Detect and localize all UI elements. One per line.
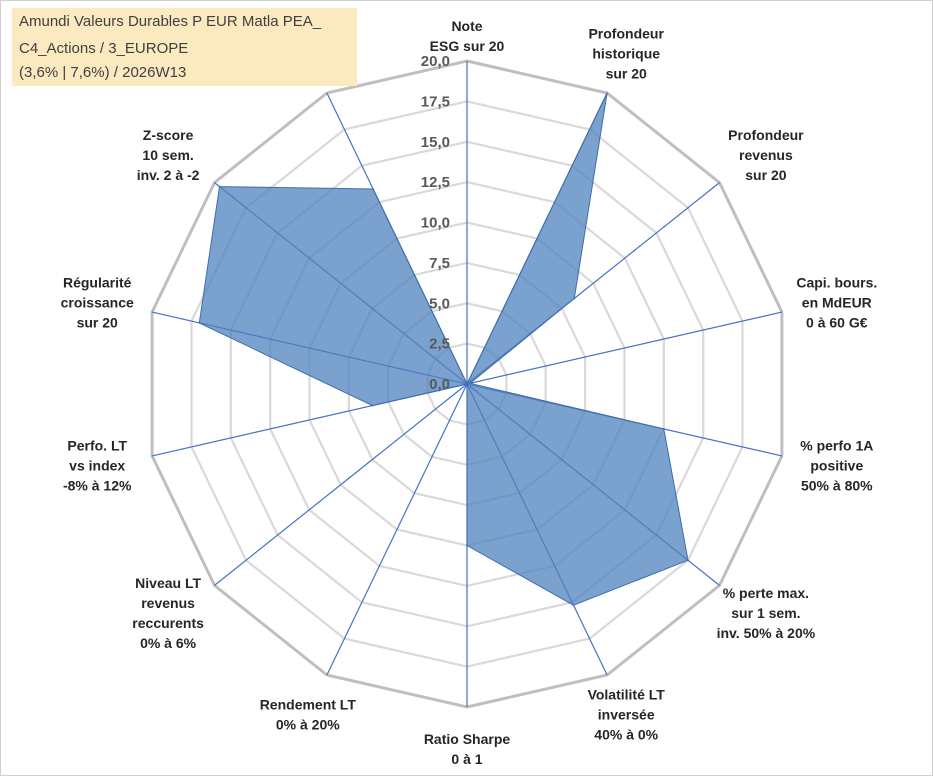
axis-label-regularite: Régularité croissance sur 20 (61, 274, 134, 330)
axis-label-line: 0 à 60 G€ (806, 314, 868, 330)
series-area-0 (198, 92, 689, 606)
axis-label-line: Régularité (63, 274, 132, 290)
axis-label-line: en MdEUR (802, 294, 872, 310)
axis-label-line: 0% à 20% (276, 717, 340, 733)
axis-label-line: historique (592, 45, 660, 61)
tick-label: 17,5 (421, 93, 450, 110)
axis-label-line: Niveau LT (135, 575, 201, 591)
axis-label-line: Note (451, 18, 482, 34)
radar-series (198, 92, 689, 606)
data-point-perfo-1a (663, 428, 665, 430)
spoke-rendement (326, 383, 468, 676)
axis-label-line: sur 20 (77, 314, 118, 330)
axis-label-line: ESG sur 20 (430, 38, 505, 54)
tick-label: 10,0 (421, 215, 450, 232)
axis-label-esg: Note ESG sur 20 (430, 18, 505, 54)
axis-label-capi: Capi. bours. en MdEUR 0 à 60 G€ (796, 274, 877, 330)
axis-label-line: Ratio Sharpe (424, 731, 511, 747)
tick-label: 15,0 (421, 134, 450, 151)
axis-label-line: 10 sem. (142, 147, 193, 163)
axis-label-line: % perfo 1A (800, 438, 873, 454)
data-point-perte-max (687, 559, 689, 561)
axis-label-line: sur 1 sem. (731, 605, 800, 621)
tick-label: 2,5 (429, 336, 450, 353)
axis-label-line: Volatilité LT (588, 687, 666, 703)
data-point-volatilite (572, 604, 575, 606)
data-point-sharpe (466, 544, 468, 547)
axis-label-line: vs index (69, 458, 125, 474)
spoke-capi (466, 311, 783, 385)
data-point-capi (469, 382, 471, 385)
chart-title-line-3: (3,6% | 7,6%) / 2026W13 (19, 64, 187, 81)
axis-label-line: Rendement LT (260, 697, 357, 713)
tick-label: 7,5 (429, 255, 450, 272)
axis-label-volatilite: Volatilité LT inversée 40% à 0% (588, 687, 666, 743)
axis-label-line: 0 à 1 (451, 751, 482, 767)
axis-label-line: -8% à 12% (63, 478, 132, 494)
spoke-niveau-lt (214, 383, 468, 586)
axis-label-rendement: Rendement LT 0% à 20% (260, 697, 357, 733)
axis-label-perfo-lt: Perfo. LT vs index -8% à 12% (63, 438, 132, 494)
axis-label-line: revenus (739, 147, 793, 163)
axis-label-line: Z-score (143, 127, 194, 143)
axis-label-line: 50% à 80% (801, 478, 873, 494)
data-point-perfo-lt (371, 404, 374, 407)
axis-label-prof-rev: Profondeur revenus sur 20 (728, 127, 804, 183)
axis-label-line: Capi. bours. (796, 274, 877, 290)
axis-label-line: 40% à 0% (594, 727, 658, 743)
axis-label-line: % perte max. (723, 585, 809, 601)
axis-label-line: Perfo. LT (67, 438, 127, 454)
data-point-zscore (218, 185, 221, 188)
data-point-regularite (198, 322, 201, 324)
axis-label-perte-max: % perte max. sur 1 sem. inv. 50% à 20% (717, 585, 816, 641)
axis-label-line: reccurents (132, 615, 204, 631)
data-point-momentum (372, 188, 374, 190)
axis-label-line: Profondeur (588, 25, 664, 41)
data-point-niveau-lt (466, 383, 468, 385)
axis-label-line: croissance (61, 294, 134, 310)
data-point-prof-rev (573, 297, 576, 300)
tick-label: 12,5 (421, 174, 450, 191)
axis-label-sharpe: Ratio Sharpe 0 à 1 (424, 731, 511, 767)
tick-label: 5,0 (429, 295, 450, 312)
radar-tick-labels: 0,0 2,5 5,0 7,5 10,0 12,5 15,0 17,5 20,0 (421, 53, 450, 393)
axis-label-line: inv. 50% à 20% (717, 625, 816, 641)
axis-label-line: sur 20 (606, 65, 647, 81)
axis-label-line: positive (810, 458, 863, 474)
axis-label-line: Profondeur (728, 127, 804, 143)
axis-label-zscore: Z-score 10 sem. inv. 2 à -2 (137, 127, 200, 183)
axis-label-line: 0% à 6% (140, 635, 197, 651)
axis-label-niveau-lt: Niveau LT revenus reccurents 0% à 6% (132, 575, 204, 651)
data-point-prof-hist (606, 92, 608, 94)
tick-label: 20,0 (421, 53, 450, 70)
chart-title-line-2: C4_Actions / 3_EUROPE (19, 40, 189, 57)
axis-label-line: inversée (598, 707, 655, 723)
axis-label-line: sur 20 (745, 167, 786, 183)
axis-label-prof-hist: Profondeur historique sur 20 (588, 25, 664, 81)
axis-label-perfo-1a: % perfo 1A positive 50% à 80% (800, 438, 873, 494)
tick-label: 0,0 (429, 376, 450, 393)
chart-title-box: Amundi Valeurs Durables P EUR Matla PEA_… (12, 8, 357, 86)
chart-title-line-1: Amundi Valeurs Durables P EUR Matla PEA_ (19, 13, 322, 30)
axis-label-line: revenus (141, 595, 195, 611)
axis-label-line: inv. 2 à -2 (137, 167, 200, 183)
